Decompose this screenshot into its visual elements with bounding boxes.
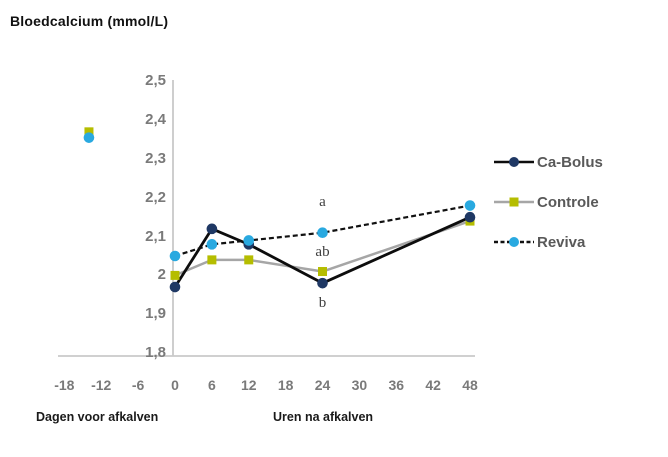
prepartum-point-reviva [83,132,95,143]
data-point-square [318,267,328,277]
data-point-circle [206,239,218,250]
data-point-circle [169,250,181,262]
legend-label-controle: Controle [537,193,599,211]
legend-sample-ca-bolus [494,157,534,167]
legend-marker-ca-bolus [509,157,519,167]
data-point-square [170,270,180,280]
data-point-circle [317,227,328,239]
legend-label-ca-bolus: Ca-Bolus [537,153,603,171]
y-tick-label: 2 [157,266,166,284]
x-tick-label: 6 [207,377,216,393]
legend-marker-controle [509,197,519,207]
data-point-circle [169,281,181,293]
y-tick-label: 1,8 [145,344,166,361]
x-tick-label: -6 [131,377,145,393]
data-point-square [244,255,254,265]
x-tick-label: 48 [462,377,478,393]
series-markers-reviva [169,200,476,262]
x-axis-caption-right: Uren na afkalven [273,410,374,424]
legend: Ca-Bolus Controle Reviva [494,142,603,262]
annotation-b: b [318,294,327,311]
x-tick-label: 36 [388,377,405,393]
annotation-ab: ab [315,244,330,261]
legend-item-controle: Controle [494,182,603,222]
y-tick-label: 1,9 [145,305,166,323]
x-axis-caption-left: Dagen voor afkalven [36,410,159,424]
y-tick-label: 2,4 [145,111,166,129]
legend-item-ca-bolus: Ca-Bolus [494,142,603,182]
data-point-circle [243,235,255,246]
prepartum-points [83,127,95,143]
y-tick-label: 2,3 [145,150,166,167]
annotation-a: a [319,193,326,210]
x-tick-label: 0 [171,377,179,393]
x-tick-label: 18 [277,377,294,393]
legend-label-reviva: Reviva [537,233,586,251]
legend-sample-controle [494,197,534,207]
x-tick-label: 42 [425,377,441,393]
data-point-circle [464,200,476,211]
chart-title: Bloedcalcium (mmol/L) [10,13,169,29]
legend-item-reviva: Reviva [494,222,603,262]
data-point-square [207,255,217,265]
y-tick-label: 2,2 [145,188,166,206]
series-markers-ca-bolus [169,211,476,293]
x-tick-label: -12 [91,377,112,393]
prepartum-point-controle [84,127,94,137]
y-tick-label: 2,5 [145,72,166,90]
x-tick-label: 30 [351,377,368,393]
data-point-circle [206,223,218,235]
legend-sample-reviva [494,237,534,247]
x-tick-label: -18 [54,377,75,393]
data-point-circle [317,277,328,289]
x-tick-label: 24 [314,377,331,393]
x-tick-label: 12 [240,377,257,393]
y-tick-label: 2,1 [145,227,166,245]
legend-marker-reviva [509,237,519,247]
data-point-circle [464,211,476,223]
